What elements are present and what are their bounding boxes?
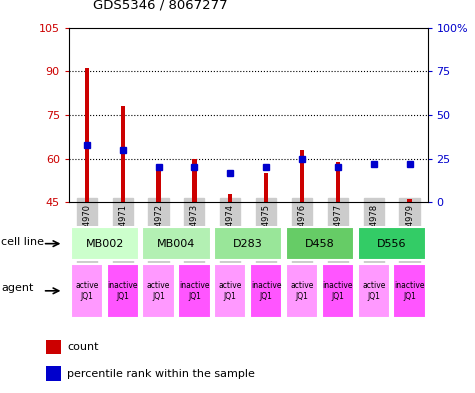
Text: agent: agent xyxy=(1,283,34,293)
Text: D556: D556 xyxy=(377,239,407,249)
Text: inactive
JQ1: inactive JQ1 xyxy=(323,281,353,301)
Bar xyxy=(142,228,210,260)
Bar xyxy=(300,150,304,202)
Bar xyxy=(178,264,210,318)
Bar xyxy=(393,264,426,318)
Bar xyxy=(106,264,139,318)
Bar xyxy=(71,228,139,260)
Text: inactive
JQ1: inactive JQ1 xyxy=(107,281,138,301)
Bar xyxy=(228,194,232,202)
Bar xyxy=(85,68,89,202)
Text: GDS5346 / 8067277: GDS5346 / 8067277 xyxy=(93,0,227,12)
Bar xyxy=(264,173,268,202)
Text: active
JQ1: active JQ1 xyxy=(147,281,170,301)
Bar xyxy=(71,264,103,318)
Text: inactive
JQ1: inactive JQ1 xyxy=(251,281,281,301)
Bar xyxy=(250,264,282,318)
Text: percentile rank within the sample: percentile rank within the sample xyxy=(67,369,255,378)
Text: count: count xyxy=(67,342,99,352)
Bar xyxy=(156,167,161,202)
Text: inactive
JQ1: inactive JQ1 xyxy=(394,281,425,301)
Text: D458: D458 xyxy=(305,239,335,249)
Text: active
JQ1: active JQ1 xyxy=(218,281,242,301)
Bar xyxy=(121,106,125,202)
Bar xyxy=(358,264,390,318)
Text: MB004: MB004 xyxy=(157,239,196,249)
Bar xyxy=(47,340,61,354)
Bar xyxy=(286,228,354,260)
Text: inactive
JQ1: inactive JQ1 xyxy=(179,281,209,301)
Bar xyxy=(47,366,61,381)
Bar xyxy=(286,264,318,318)
Bar xyxy=(214,228,282,260)
Text: active
JQ1: active JQ1 xyxy=(362,281,385,301)
Bar xyxy=(142,264,175,318)
Bar xyxy=(358,228,426,260)
Text: active
JQ1: active JQ1 xyxy=(75,281,98,301)
Bar xyxy=(408,200,412,202)
Bar xyxy=(336,162,340,202)
Bar xyxy=(192,159,197,202)
Bar xyxy=(214,264,247,318)
Text: MB002: MB002 xyxy=(86,239,124,249)
Text: cell line: cell line xyxy=(1,237,44,247)
Text: active
JQ1: active JQ1 xyxy=(290,281,314,301)
Text: D283: D283 xyxy=(233,239,263,249)
Bar xyxy=(322,264,354,318)
